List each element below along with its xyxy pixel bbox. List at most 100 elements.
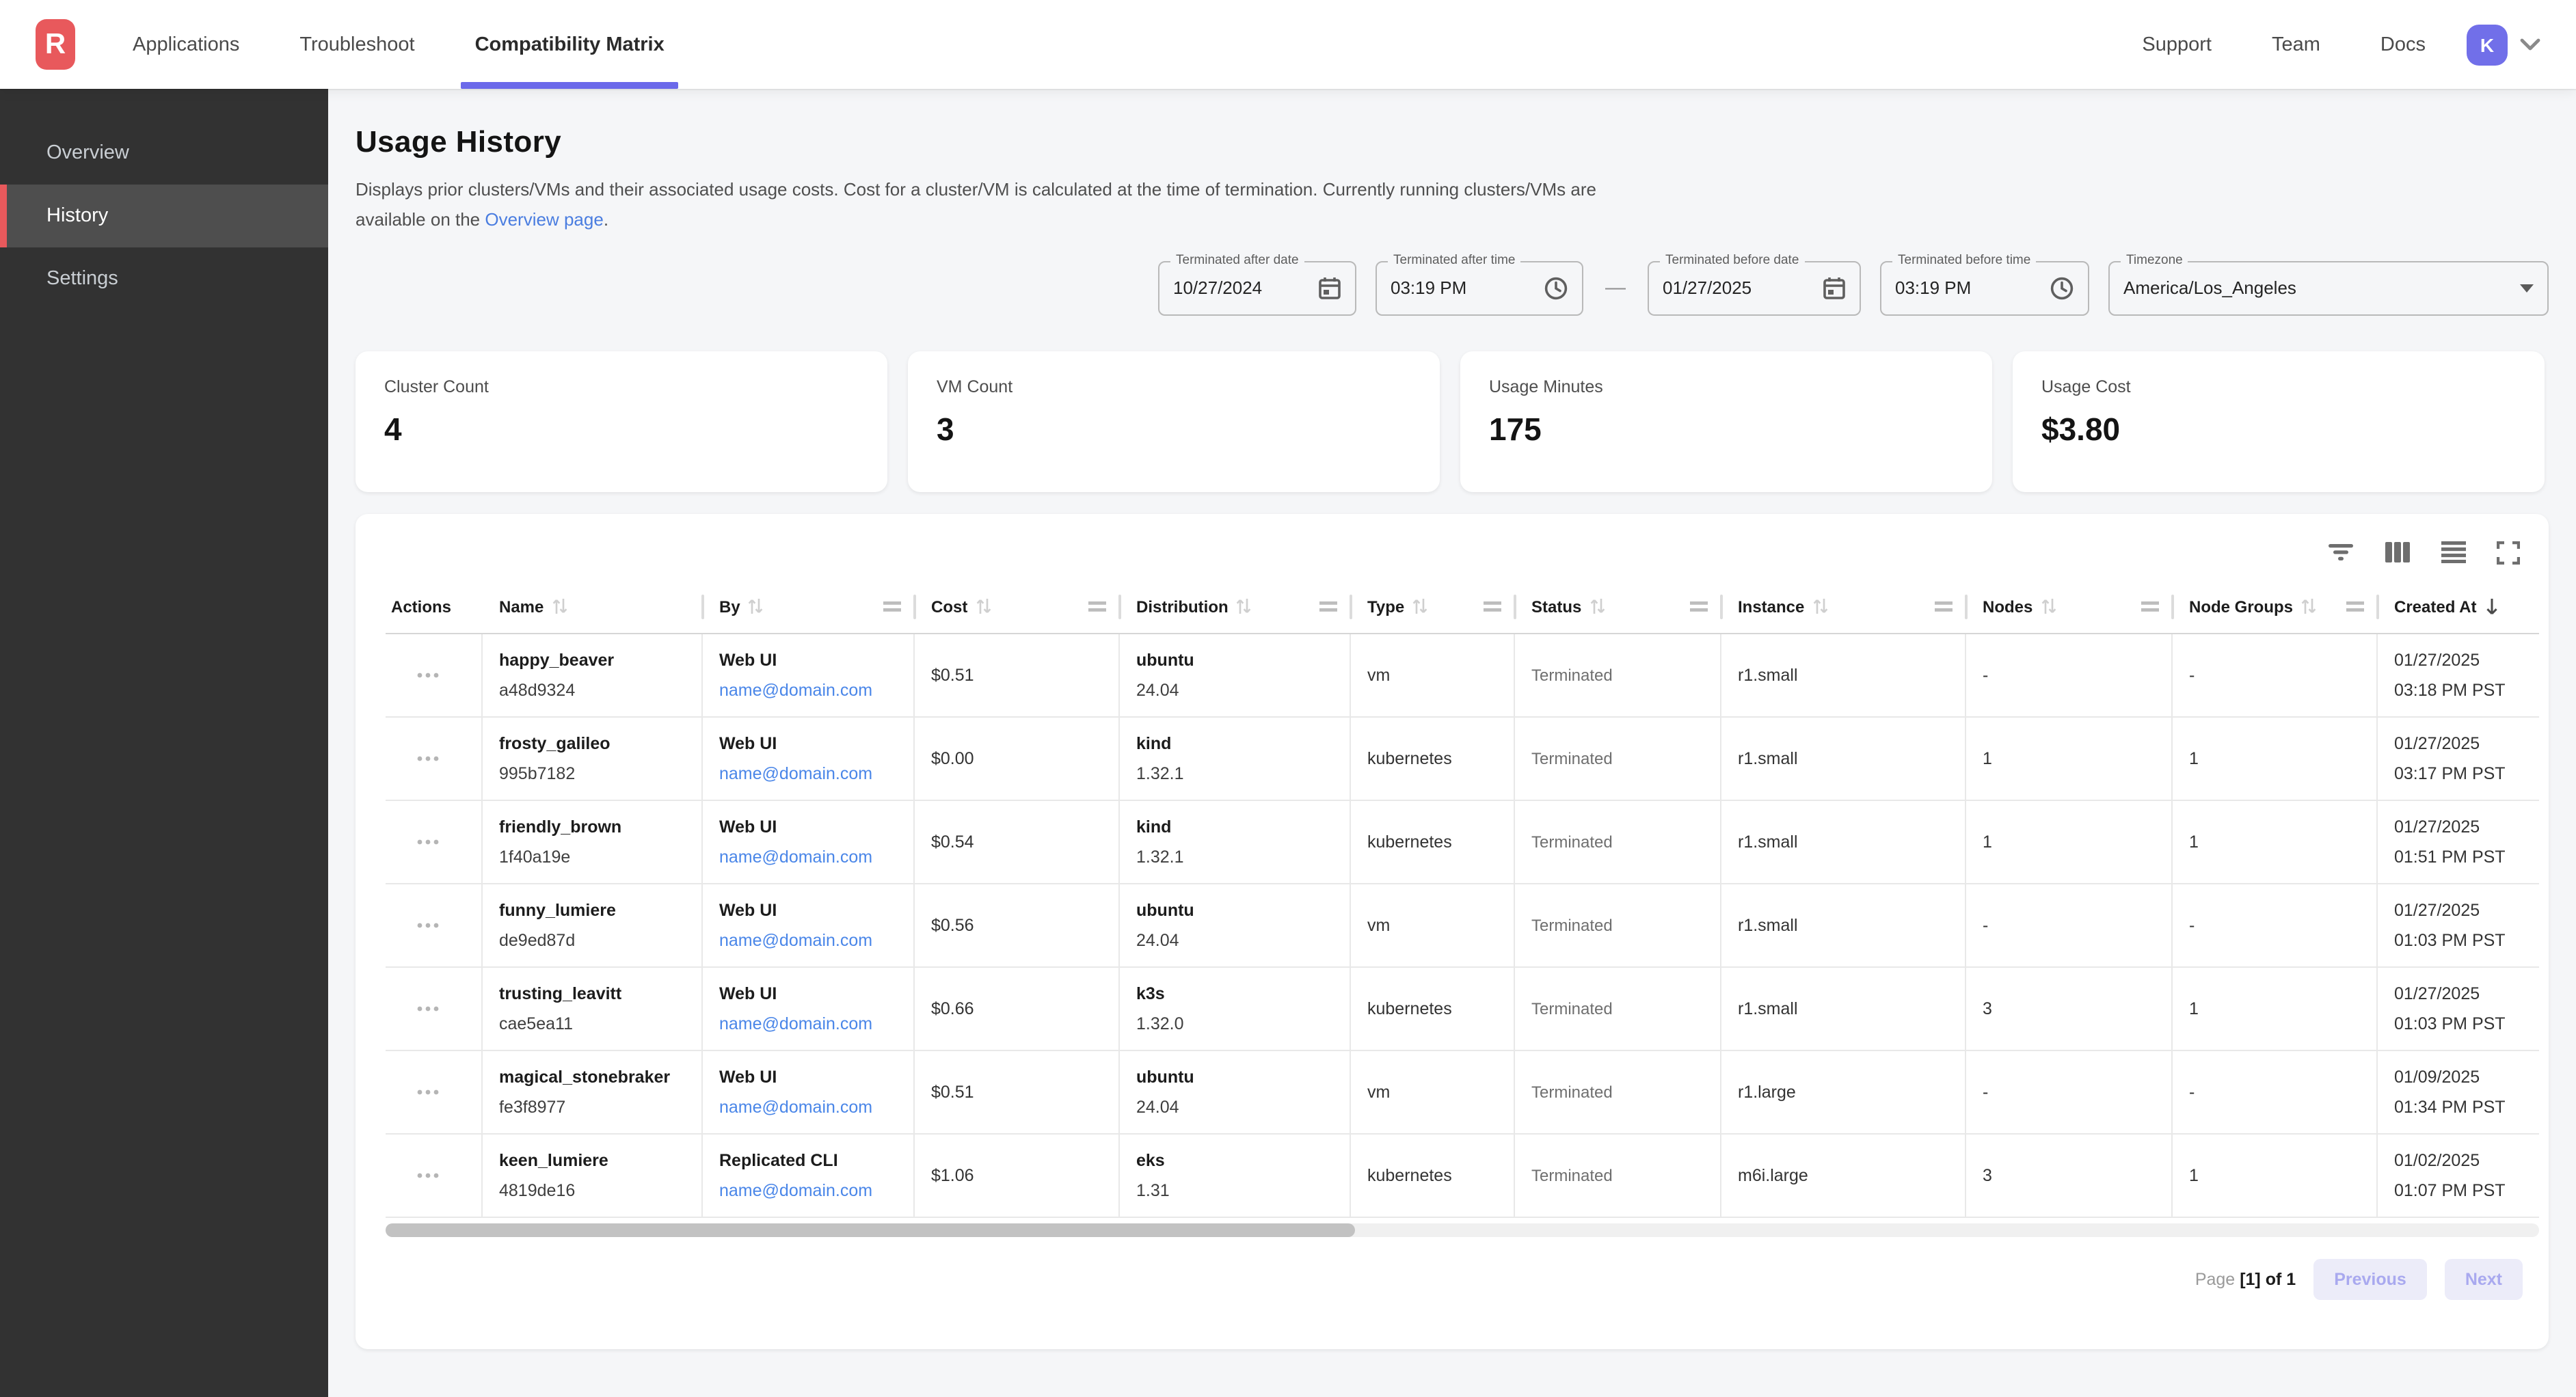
sidebar-item-settings[interactable]: Settings bbox=[46, 268, 118, 290]
created-by-email-link[interactable]: name@domain.com bbox=[719, 1180, 873, 1200]
column-header-type[interactable]: Type bbox=[1351, 580, 1516, 632]
column-menu-icon[interactable] bbox=[1319, 601, 1337, 612]
row-actions-icon[interactable] bbox=[417, 922, 439, 927]
replicated-logo[interactable]: R bbox=[36, 19, 75, 70]
column-label: Instance bbox=[1738, 597, 1805, 616]
density-icon[interactable] bbox=[2441, 541, 2467, 564]
row-actions-icon[interactable] bbox=[417, 1005, 439, 1011]
distribution-name: k3s bbox=[1136, 984, 1165, 1003]
row-actions-icon[interactable] bbox=[417, 672, 439, 677]
sidebar-item-overview[interactable]: Overview bbox=[46, 142, 129, 164]
instance-cell: r1.small bbox=[1721, 634, 1966, 716]
row-actions-icon[interactable] bbox=[417, 1089, 439, 1094]
next-button[interactable]: Next bbox=[2444, 1258, 2523, 1300]
node-groups-cell: 1 bbox=[2173, 1134, 2378, 1217]
distribution-name: ubuntu bbox=[1136, 900, 1194, 920]
column-menu-icon[interactable] bbox=[2141, 601, 2159, 612]
tab-compatibility-matrix[interactable]: Compatibility Matrix bbox=[445, 0, 695, 89]
avatar[interactable]: K bbox=[2467, 24, 2508, 65]
column-header-name[interactable]: Name bbox=[483, 580, 704, 632]
distribution-cell: kind 1.32.1 bbox=[1120, 717, 1351, 800]
column-separator bbox=[2376, 594, 2379, 619]
filter-icon[interactable] bbox=[2327, 541, 2354, 564]
column-menu-icon[interactable] bbox=[1935, 601, 1953, 612]
column-menu-icon[interactable] bbox=[1088, 601, 1106, 612]
sort-icon bbox=[1412, 599, 1427, 614]
column-header-distribution[interactable]: Distribution bbox=[1120, 580, 1352, 632]
cluster-id: 995b7182 bbox=[499, 763, 576, 783]
distribution-name: ubuntu bbox=[1136, 650, 1194, 670]
stat-card-usage-cost: Usage Cost $3.80 bbox=[2013, 351, 2545, 492]
created-by-email-link[interactable]: name@domain.com bbox=[719, 1097, 873, 1117]
clock-icon[interactable] bbox=[2050, 275, 2074, 300]
created-by-email-link[interactable]: name@domain.com bbox=[719, 847, 873, 867]
sidebar-item-history[interactable]: History bbox=[0, 185, 328, 247]
column-header-status[interactable]: Status bbox=[1515, 580, 1723, 632]
terminated-after-date-field[interactable]: Terminated after date 10/27/2024 bbox=[1158, 252, 1356, 316]
terminated-before-time-field[interactable]: Terminated before time 03:19 PM bbox=[1880, 252, 2089, 316]
nav-link-support[interactable]: Support bbox=[2142, 33, 2212, 55]
distribution-cell: ubuntu 24.04 bbox=[1120, 884, 1351, 966]
status-cell: Terminated bbox=[1515, 634, 1721, 716]
nav-link-team[interactable]: Team bbox=[2271, 33, 2320, 55]
created-by-email-link[interactable]: name@domain.com bbox=[719, 680, 873, 700]
table-toolbar bbox=[386, 532, 2539, 580]
cluster-name: keen_lumiere bbox=[499, 1150, 608, 1170]
status-badge: Terminated bbox=[1531, 665, 1613, 685]
column-header-instance[interactable]: Instance bbox=[1721, 580, 1968, 632]
terminated-before-date-field[interactable]: Terminated before date 01/27/2025 bbox=[1648, 252, 1861, 316]
previous-button[interactable]: Previous bbox=[2313, 1258, 2427, 1300]
status-cell: Terminated bbox=[1515, 1134, 1721, 1217]
created-by-email-link[interactable]: name@domain.com bbox=[719, 930, 873, 950]
column-menu-icon[interactable] bbox=[1484, 601, 1501, 612]
tab-troubleshoot[interactable]: Troubleshoot bbox=[299, 33, 415, 55]
instance-value: r1.small bbox=[1738, 832, 1798, 852]
created-by-email-link[interactable]: name@domain.com bbox=[719, 763, 873, 783]
nav-link-docs[interactable]: Docs bbox=[2380, 33, 2426, 55]
column-header-node-groups[interactable]: Node Groups bbox=[2173, 580, 2379, 632]
chevron-down-icon[interactable] bbox=[2520, 38, 2540, 51]
column-label: By bbox=[719, 597, 740, 616]
column-menu-icon[interactable] bbox=[1690, 601, 1708, 612]
instance-value: r1.small bbox=[1738, 915, 1798, 935]
cost-cell: $0.00 bbox=[915, 717, 1120, 800]
column-menu-icon[interactable] bbox=[2346, 601, 2364, 612]
created-by-email-link[interactable]: name@domain.com bbox=[719, 1014, 873, 1033]
column-header-nodes[interactable]: Nodes bbox=[1966, 580, 2174, 632]
column-label: Type bbox=[1367, 597, 1405, 616]
row-actions-icon[interactable] bbox=[417, 839, 439, 844]
page-of: of 1 bbox=[2265, 1269, 2296, 1289]
columns-icon[interactable] bbox=[2385, 541, 2411, 564]
created-time: 01:03 PM PST bbox=[2394, 1014, 2506, 1033]
calendar-icon[interactable] bbox=[1318, 275, 1341, 300]
scrollbar-thumb[interactable] bbox=[386, 1223, 1355, 1237]
by-cell: Replicated CLI name@domain.com bbox=[703, 1134, 915, 1217]
clock-icon[interactable] bbox=[1544, 275, 1568, 300]
table-row: funny_lumiere de9ed87d Web UI name@domai… bbox=[386, 884, 2539, 968]
row-actions-icon[interactable] bbox=[417, 1172, 439, 1178]
column-separator bbox=[701, 594, 704, 619]
tab-applications[interactable]: Applications bbox=[133, 33, 240, 55]
status-badge: Terminated bbox=[1531, 832, 1613, 852]
calendar-icon[interactable] bbox=[1823, 275, 1846, 300]
cost-value: $0.54 bbox=[931, 832, 974, 852]
terminated-after-time-field[interactable]: Terminated after time 03:19 PM bbox=[1376, 252, 1583, 316]
column-header-by[interactable]: By bbox=[703, 580, 916, 632]
created-date: 01/27/2025 bbox=[2394, 817, 2480, 837]
page-current: [1] bbox=[2240, 1269, 2261, 1289]
column-header-actions: Actions bbox=[386, 580, 483, 632]
top-nav: R Applications Troubleshoot Compatibilit… bbox=[0, 0, 2576, 89]
fullscreen-icon[interactable] bbox=[2497, 541, 2520, 565]
row-actions-icon[interactable] bbox=[417, 755, 439, 761]
type-value: vm bbox=[1367, 665, 1391, 685]
overview-page-link[interactable]: Overview page bbox=[485, 208, 604, 230]
column-menu-icon[interactable] bbox=[883, 601, 901, 612]
cluster-id: a48d9324 bbox=[499, 680, 576, 700]
column-header-created-at[interactable]: Created At bbox=[2378, 580, 2539, 632]
type-cell: vm bbox=[1351, 634, 1515, 716]
sort-icon bbox=[2301, 599, 2316, 614]
distribution-cell: ubuntu 24.04 bbox=[1120, 1050, 1351, 1133]
column-header-cost[interactable]: Cost bbox=[915, 580, 1121, 632]
timezone-select[interactable]: Timezone America/Los_Angeles bbox=[2108, 252, 2549, 316]
field-label: Terminated after date bbox=[1170, 252, 1304, 268]
